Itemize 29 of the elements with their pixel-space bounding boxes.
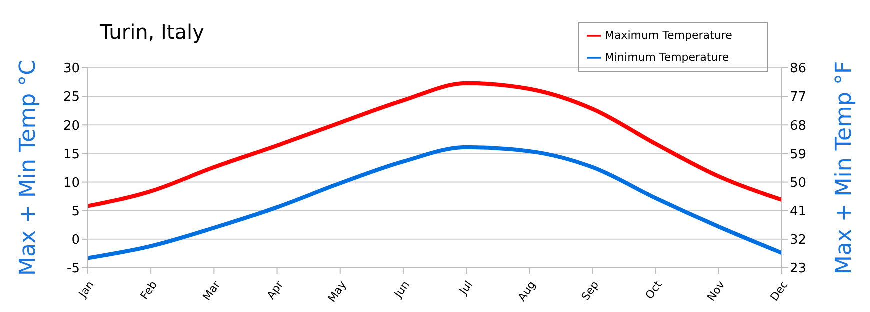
x-tick-label: Feb — [138, 278, 160, 302]
legend-label: Maximum Temperature — [605, 29, 732, 42]
y-tick-label: 25 — [63, 90, 80, 106]
x-tick-label: Sep — [579, 278, 602, 304]
y-tick-label: 20 — [63, 118, 80, 134]
line-series — [88, 81, 782, 208]
line-series — [88, 145, 782, 260]
y2-tick-label: 86 — [790, 62, 807, 77]
y-tick-label: 5 — [72, 204, 80, 220]
x-tick-label: Jul — [456, 278, 476, 298]
y-axis-title: Max + Min Temp °C — [16, 60, 41, 276]
legend-label: Minimum Temperature — [605, 51, 730, 64]
y2-tick-label: 59 — [790, 147, 807, 162]
y2-tick-label: 68 — [790, 118, 807, 134]
y2-tick-label: 50 — [790, 176, 807, 191]
x-tick-label: Jan — [76, 278, 97, 301]
y2-axis-title: Max + Min Temp °F — [832, 61, 857, 275]
x-tick-label: Jun — [391, 278, 412, 302]
y-tick-label: 15 — [63, 147, 80, 162]
y-tick-label: 10 — [63, 176, 80, 191]
y2-tick-label: 77 — [790, 90, 807, 106]
y-tick-label: 30 — [63, 62, 80, 77]
y2-tick-label: 23 — [790, 262, 807, 277]
x-tick-label: Oct — [643, 278, 666, 302]
y2-tick-label: 41 — [790, 204, 807, 220]
y2-tick-label: 32 — [790, 233, 807, 248]
y-tick-label: 0 — [72, 233, 80, 248]
chart-title: Turin, Italy — [100, 20, 204, 44]
y-tick-label: -5 — [67, 262, 80, 277]
